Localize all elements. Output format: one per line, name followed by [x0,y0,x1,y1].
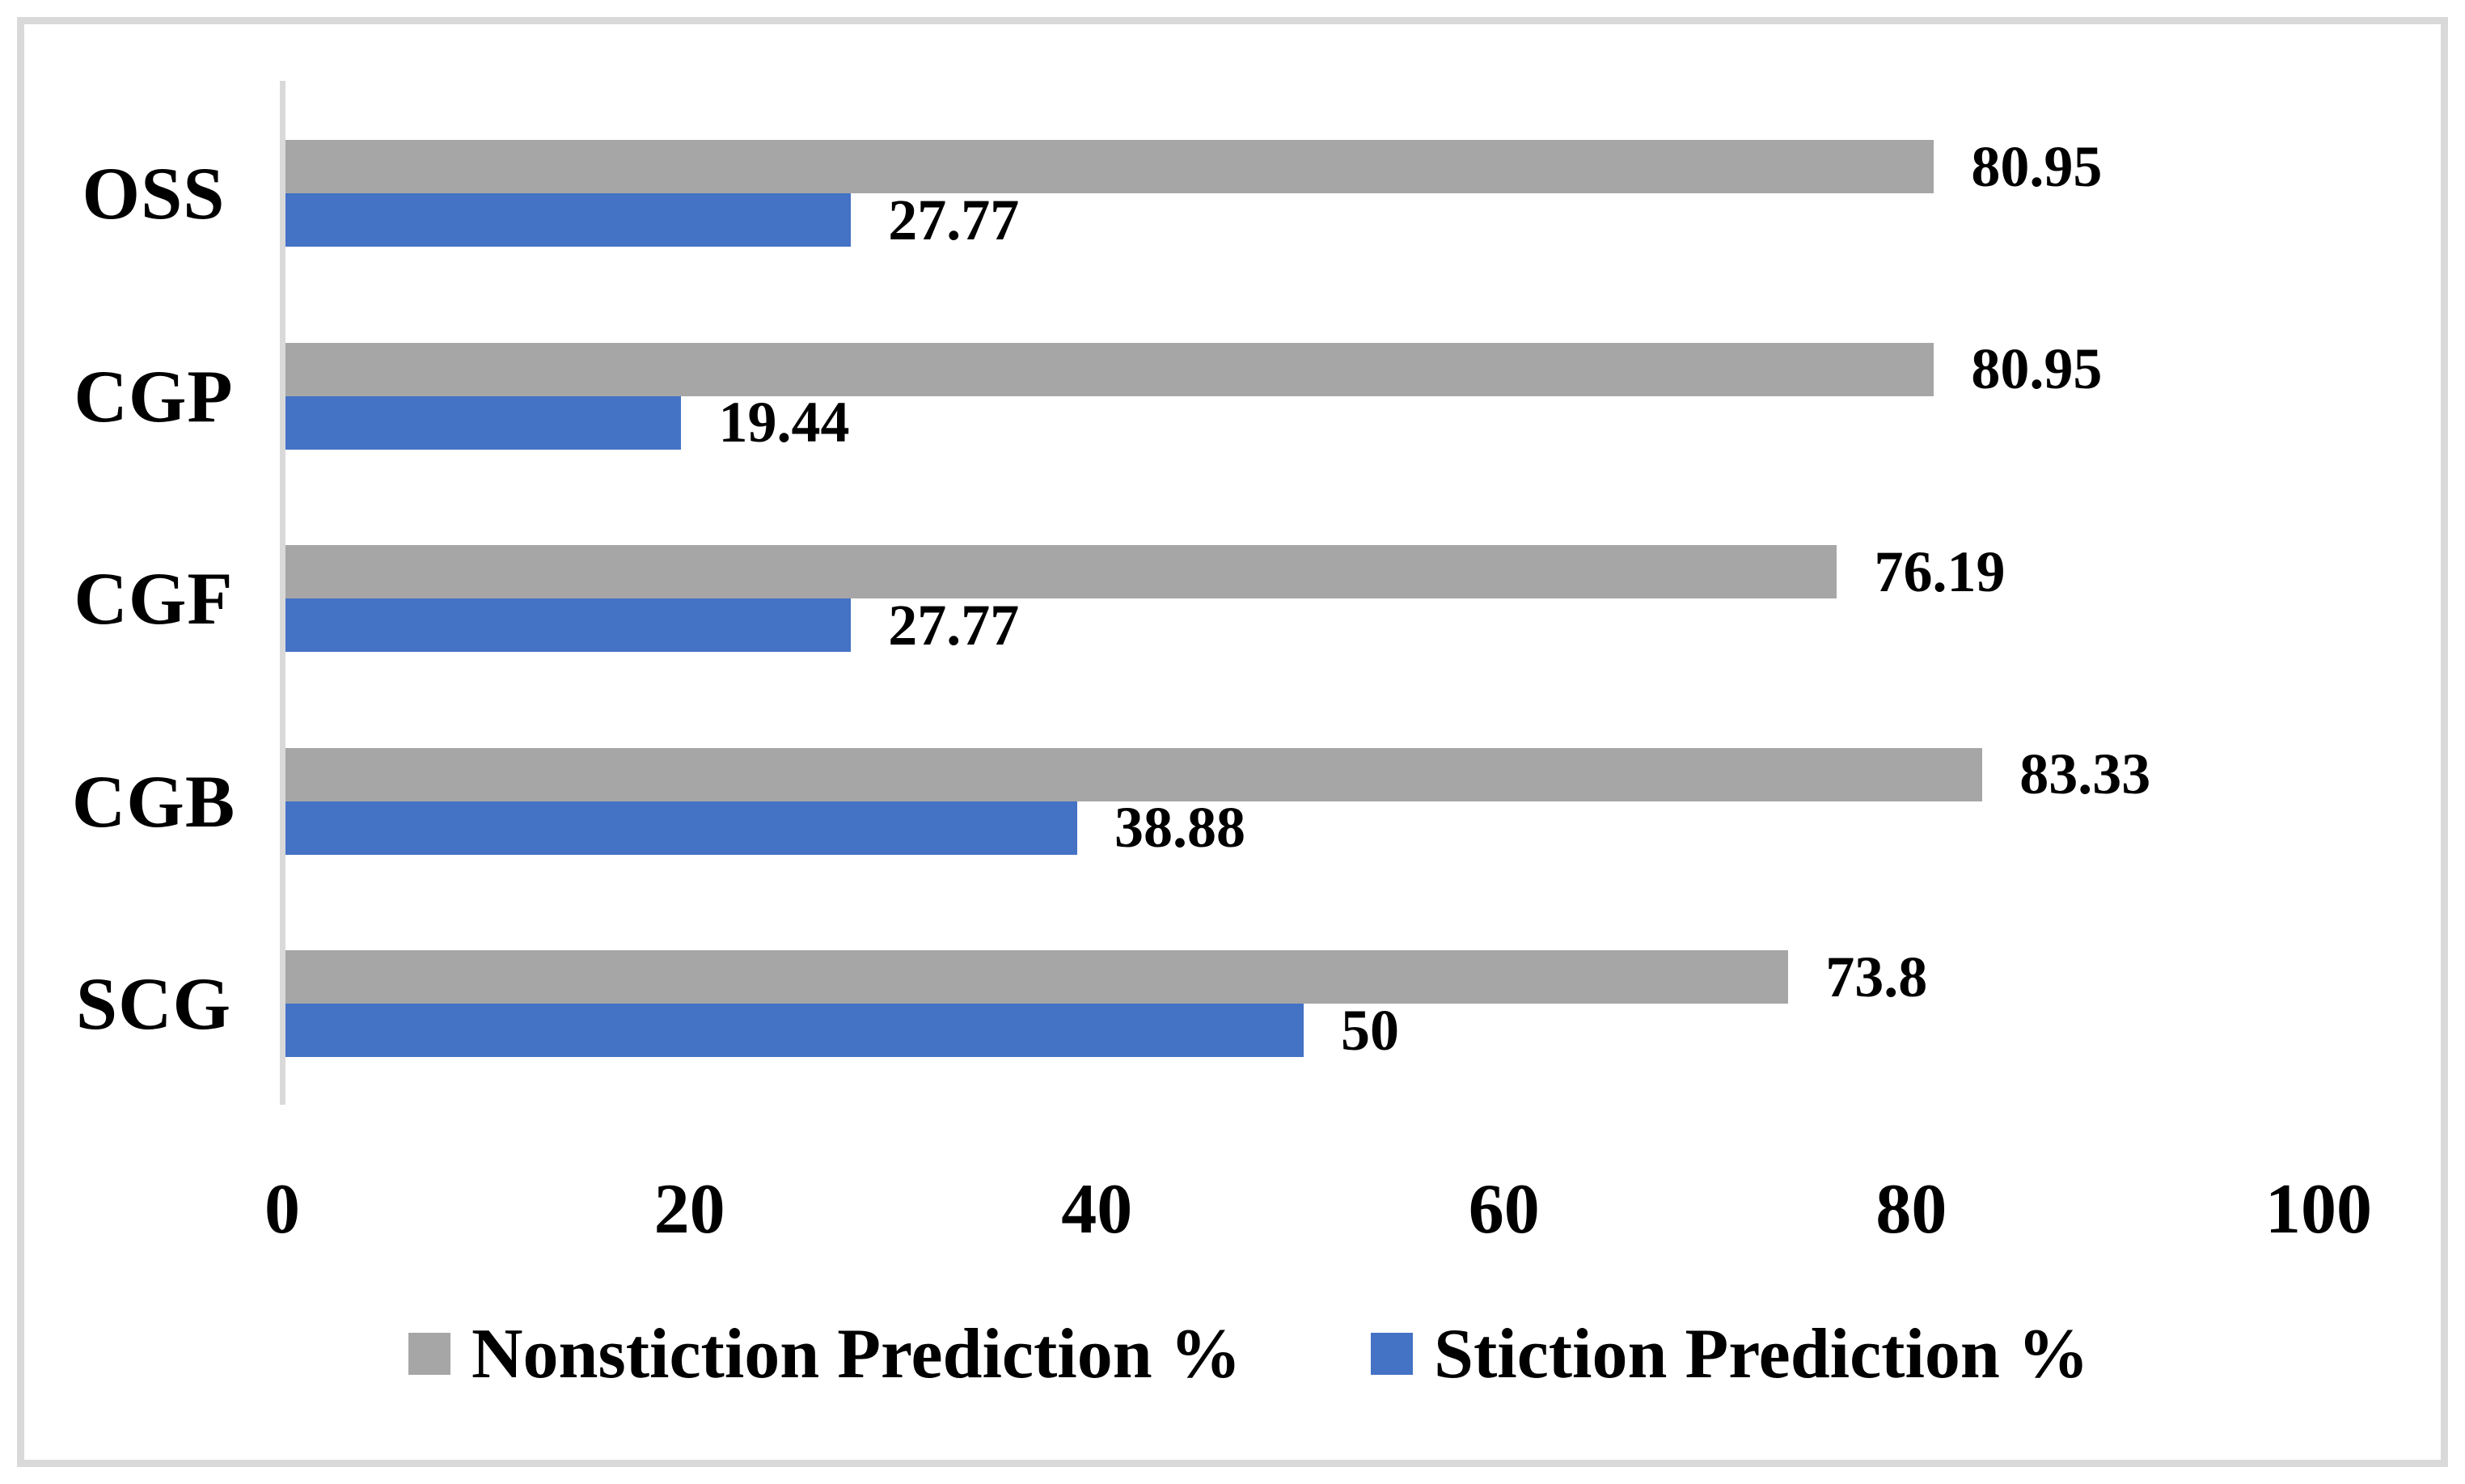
bar-nonstiction-cgb [285,747,1983,801]
category-label-oss: OSS [82,152,226,235]
value-label-stiction-cgb: 38.88 [1114,795,1245,860]
x-tick-20: 20 [653,1170,725,1249]
x-tick-60: 60 [1468,1170,1540,1249]
value-label-stiction-scg: 50 [1341,997,1399,1063]
value-label-stiction-cgp: 19.44 [718,390,850,455]
value-label-nonstiction-cgb: 83.33 [2019,742,2151,807]
bar-nonstiction-cgp [285,342,1934,396]
bar-stiction-cgb [285,801,1077,855]
category-label-cgp: CGP [74,354,234,438]
value-label-nonstiction-cgf: 76.19 [1874,539,2006,604]
bar-nonstiction-cgf [285,545,1837,599]
value-label-nonstiction-scg: 73.8 [1825,944,1928,1009]
chart-frame: OSS 80.95 27.77 CGP 80.95 19.44 CGF 76.19 27.77 C… [17,17,2448,1467]
category-label-cgb: CGB [71,759,236,843]
x-tick-80: 80 [1875,1170,1947,1249]
legend-swatch-nonstiction [408,1333,450,1375]
bar-nonstiction-scg [285,950,1789,1004]
bar-stiction-scg [285,1004,1304,1058]
bar-stiction-cgp [285,395,682,450]
x-tick-100: 100 [2265,1170,2372,1249]
legend-entry-stiction: Stiction Prediction % [1371,1312,2089,1396]
value-label-stiction-cgf: 27.77 [888,592,1020,657]
bar-nonstiction-oss [285,140,1934,194]
category-label-scg: SCG [75,962,232,1046]
x-tick-0: 0 [264,1170,300,1249]
value-label-stiction-oss: 27.77 [888,187,1020,252]
legend-label-nonstiction: Nonstiction Prediction % [471,1314,1241,1393]
category-label-cgf: CGF [74,557,234,641]
legend-label-stiction: Stiction Prediction % [1434,1314,2089,1393]
legend-entry-nonstiction: Nonstiction Prediction % [408,1312,1241,1396]
legend-swatch-stiction [1371,1333,1413,1375]
y-axis-line [280,81,285,1105]
value-label-nonstiction-oss: 80.95 [1971,133,2103,199]
bar-stiction-oss [285,193,852,247]
bar-stiction-cgf [285,598,852,653]
value-label-nonstiction-cgp: 80.95 [1971,336,2103,402]
x-tick-40: 40 [1061,1170,1133,1249]
